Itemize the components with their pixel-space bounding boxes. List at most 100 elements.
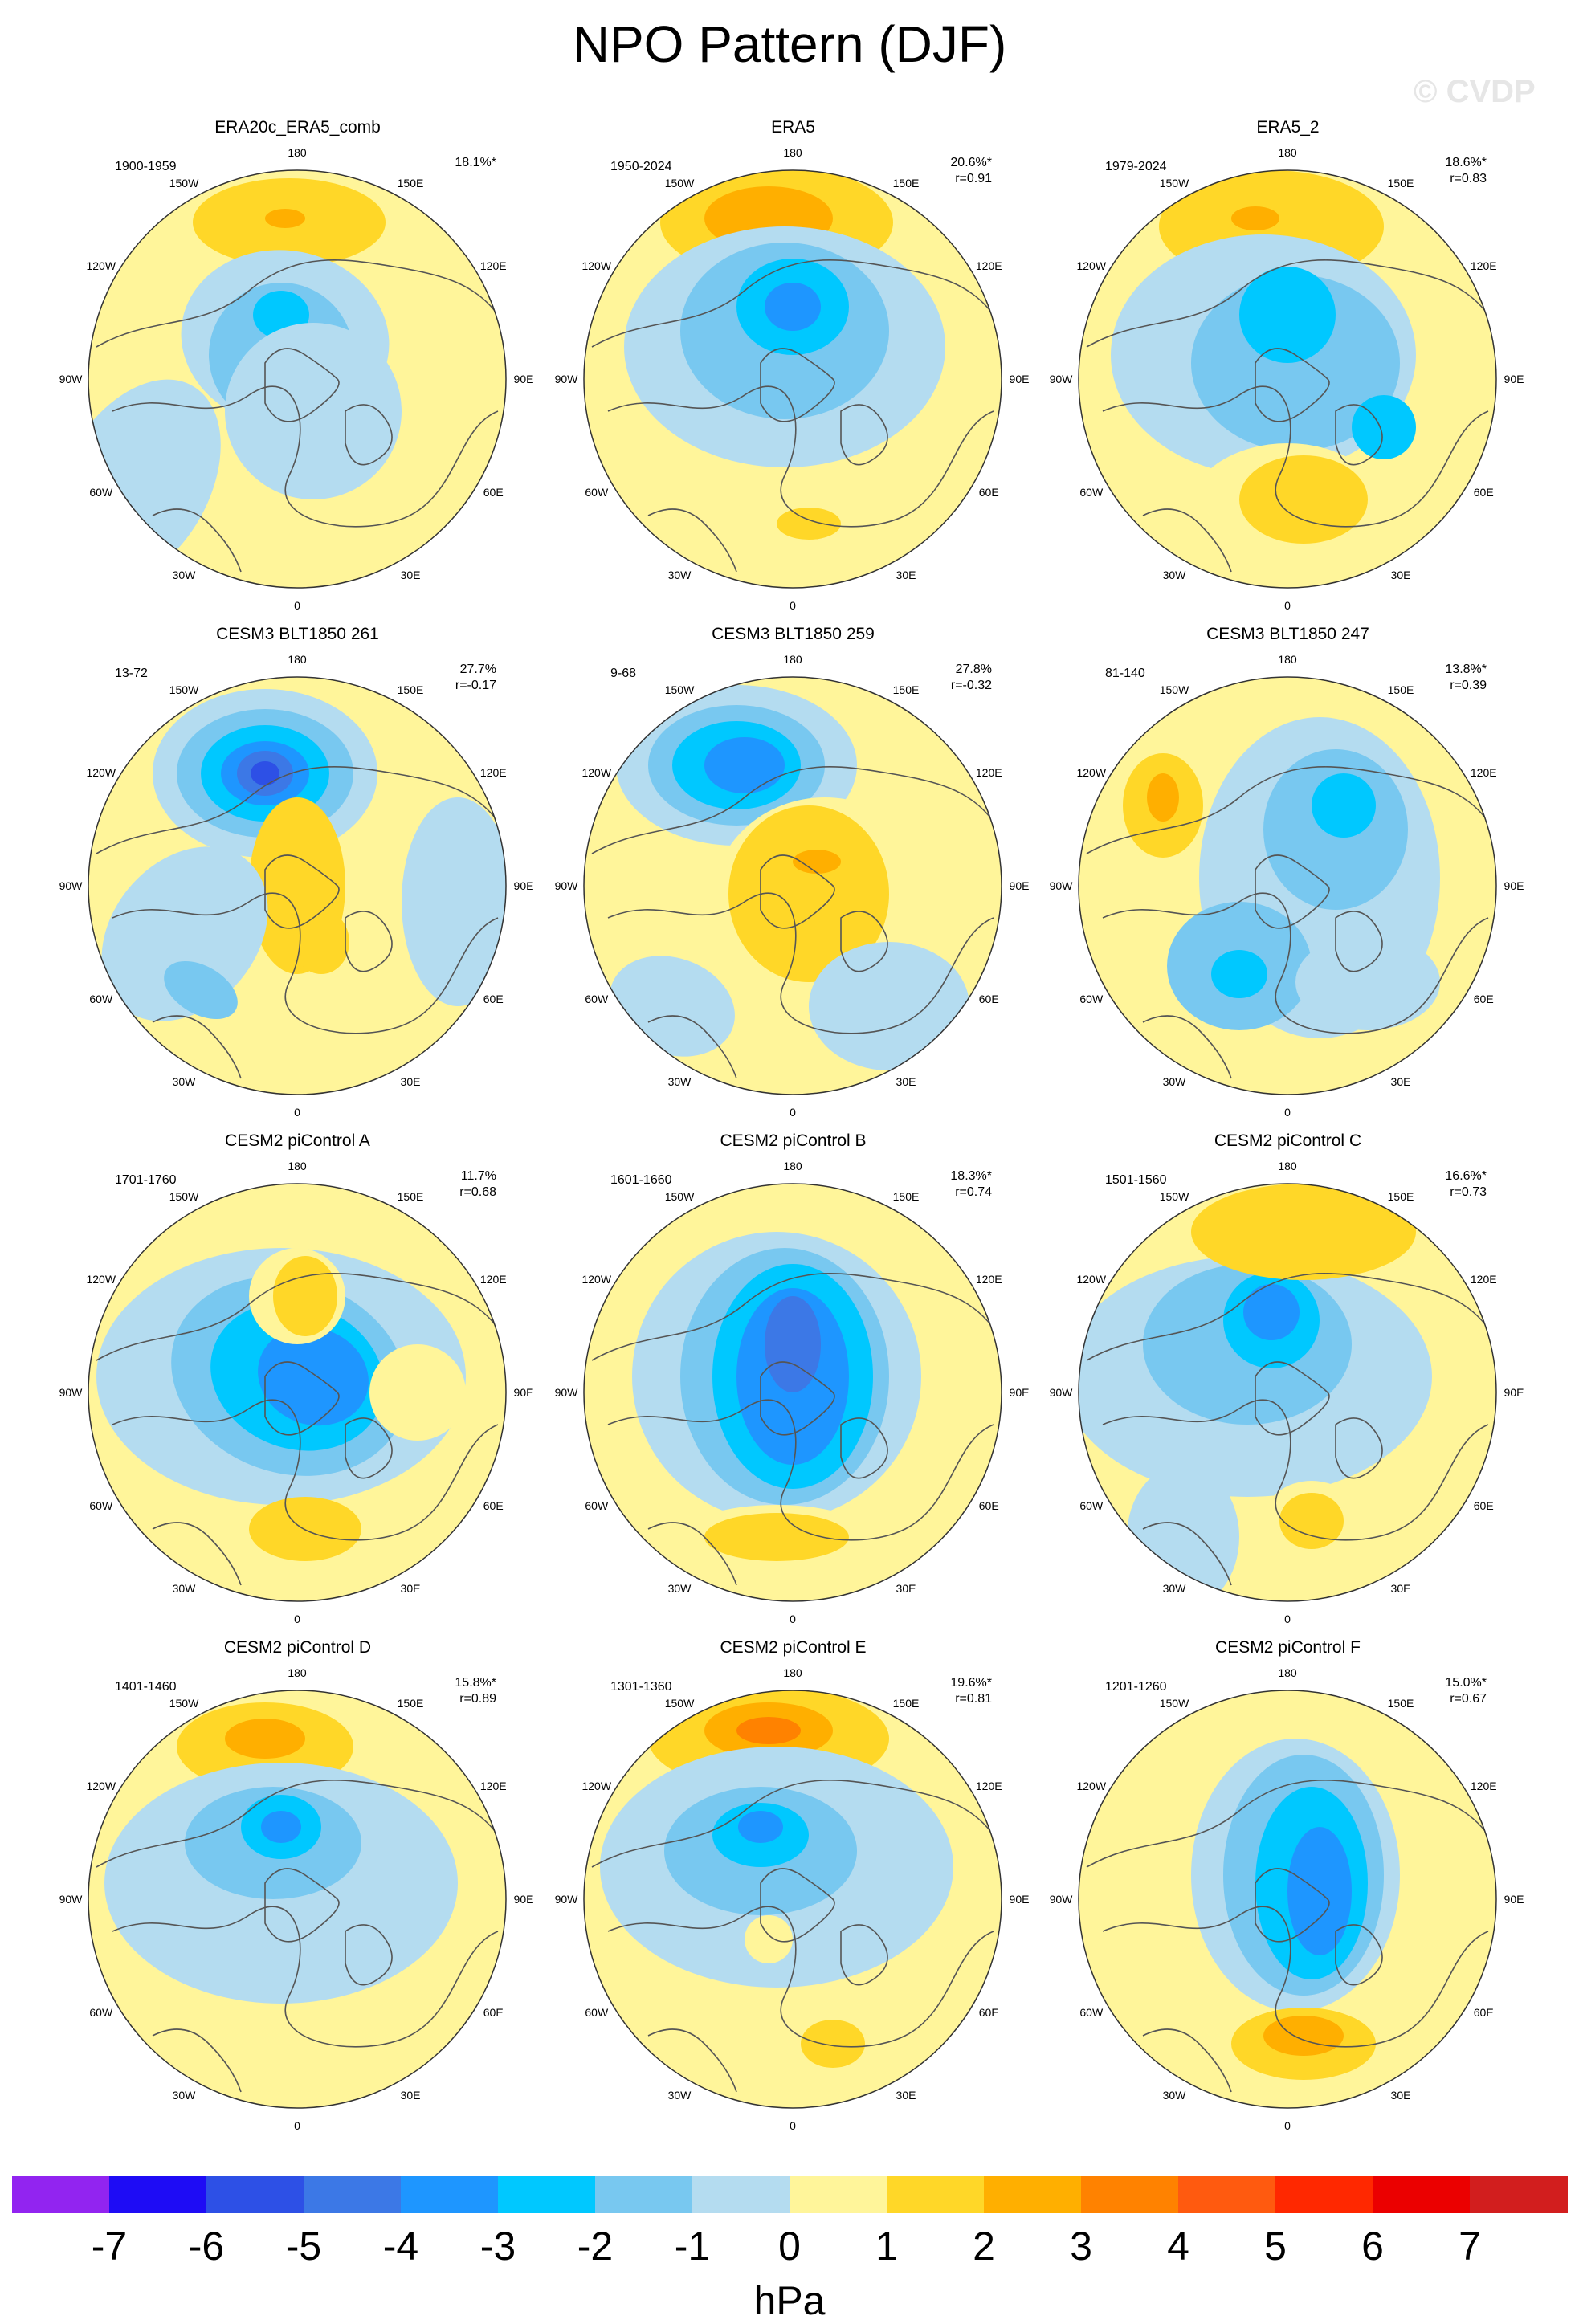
panel-title: CESM2 piControl D — [223, 1638, 372, 1657]
colorbar-segment — [401, 2176, 499, 2213]
panel-pct: 13.8%* — [1445, 663, 1487, 676]
panel-years: 81-140 — [1105, 667, 1145, 680]
polar-map — [1078, 169, 1497, 589]
longitude-label: 90W — [1049, 373, 1073, 385]
longitude-label: 120W — [86, 1780, 116, 1792]
longitude-label: 30W — [1162, 1582, 1186, 1596]
panel-correlation: r=0.67 — [1450, 1692, 1487, 1706]
coastline — [1086, 1780, 1489, 2093]
panel-years: 9-68 — [610, 667, 637, 680]
longitude-label: 180 — [1278, 146, 1297, 159]
longitude-label: 150E — [1387, 1696, 1414, 1710]
panel-years: 1301-1360 — [610, 1680, 672, 1694]
longitude-label: 0 — [790, 1106, 796, 1119]
panel-title: CESM2 piControl A — [225, 1131, 370, 1150]
polar-map — [88, 1690, 507, 2109]
longitude-label: 180 — [288, 1666, 307, 1679]
coastline — [1086, 766, 1489, 1079]
longitude-label: 30W — [1162, 2089, 1186, 2102]
longitude-label: 60E — [1473, 993, 1494, 1005]
panel-pct: 11.7% — [460, 1169, 496, 1183]
colorbar — [12, 2176, 1568, 2213]
colorbar-tick-label: 6 — [1361, 2224, 1384, 2269]
colorbar-segment — [790, 2176, 887, 2213]
longitude-label: 120W — [1076, 766, 1107, 779]
longitude-label: 0 — [294, 2119, 300, 2132]
longitude-label: 180 — [1278, 1160, 1297, 1172]
colorbar-segment — [12, 2176, 110, 2213]
longitude-label: 60W — [1079, 993, 1104, 1005]
panel-stats: 11.7% r=0.68 — [459, 1168, 496, 1201]
coastline — [96, 766, 499, 1079]
longitude-label: 0 — [1284, 1613, 1291, 1625]
panel-years: 1900-1959 — [115, 160, 177, 173]
panel-stats: 18.3%* r=0.74 — [950, 1168, 992, 1201]
longitude-label: 120E — [1470, 1780, 1497, 1792]
longitude-label: 120E — [1470, 259, 1497, 272]
longitude-label: 90E — [1009, 373, 1030, 385]
colorbar-segment — [498, 2176, 596, 2213]
longitude-label: 60E — [1473, 1499, 1494, 1512]
longitude-label: 60W — [89, 486, 113, 499]
anomaly-contour — [402, 797, 506, 1006]
longitude-label: 120E — [1470, 766, 1497, 779]
anomaly-contour — [1239, 455, 1368, 544]
anomaly-contour — [765, 1296, 821, 1392]
longitude-label: 120W — [581, 766, 612, 779]
colorbar-tick-label: 3 — [1070, 2224, 1092, 2269]
panel-pct: 15.8%* — [455, 1676, 496, 1690]
map-panel: ERA5 1950-2024 20.6%* r=0.91 180 150E 120E 90E 6… — [530, 116, 1056, 630]
longitude-label: 30E — [1390, 569, 1411, 582]
anomaly-contour — [793, 850, 841, 874]
map-border — [88, 1183, 507, 1602]
colorbar-segment — [887, 2176, 985, 2213]
longitude-label: 150W — [664, 683, 695, 696]
panel-years: 1950-2024 — [610, 160, 672, 173]
panel-correlation: r=0.73 — [1450, 1185, 1487, 1199]
longitude-label: 120E — [479, 1780, 507, 1792]
longitude-label: 60E — [978, 2006, 999, 2019]
anomaly-contour — [1352, 395, 1416, 459]
coastline — [96, 259, 499, 573]
panel-stats: 20.6%* r=0.91 — [950, 155, 992, 187]
longitude-label: 180 — [783, 146, 802, 159]
map-border — [88, 169, 507, 589]
anomaly-contour — [225, 1719, 305, 1759]
longitude-label: 30E — [400, 1075, 421, 1089]
longitude-label: 60W — [89, 993, 113, 1005]
longitude-label: 180 — [783, 1666, 802, 1679]
longitude-label: 60E — [483, 486, 504, 499]
longitude-label: 90E — [1504, 879, 1524, 892]
anomaly-contour — [1191, 1184, 1416, 1280]
panel-stats: 13.8%* r=0.39 — [1445, 662, 1487, 694]
colorbar-segment — [1081, 2176, 1179, 2213]
polar-map — [583, 676, 1002, 1095]
panel-pct: 20.6%* — [950, 156, 992, 169]
coastline — [591, 1780, 994, 2093]
anomaly-contour — [1147, 773, 1179, 822]
anomaly-contour — [293, 910, 349, 974]
coastline — [96, 1273, 499, 1586]
page-title: NPO Pattern (DJF) — [572, 15, 1007, 73]
longitude-label: 30W — [172, 1075, 196, 1089]
colorbar-tick-label: -5 — [285, 2224, 322, 2269]
anomaly-contour — [801, 2020, 865, 2068]
colorbar-segment — [692, 2176, 790, 2213]
panel-years: 1201-1260 — [1105, 1680, 1167, 1694]
colorbar-tick-label: -3 — [479, 2224, 516, 2269]
colorbar-segment — [595, 2176, 693, 2213]
map-border — [1078, 1183, 1497, 1602]
panel-correlation: r=0.91 — [955, 172, 992, 186]
longitude-label: 30W — [667, 1075, 692, 1089]
panel-years: 1701-1760 — [115, 1173, 177, 1187]
colorbar-tick-label: -6 — [188, 2224, 225, 2269]
panel-title: CESM3 BLT1850 261 — [216, 625, 379, 643]
longitude-label: 60E — [978, 993, 999, 1005]
longitude-label: 60E — [978, 486, 999, 499]
anomaly-contour — [101, 846, 268, 1021]
panel-title: CESM3 BLT1850 247 — [1206, 625, 1369, 643]
longitude-label: 120W — [86, 1273, 116, 1286]
panel-stats: 19.6%* r=0.81 — [950, 1675, 992, 1707]
panel-title: CESM2 piControl C — [1214, 1131, 1362, 1150]
anomaly-contour — [1312, 773, 1376, 838]
